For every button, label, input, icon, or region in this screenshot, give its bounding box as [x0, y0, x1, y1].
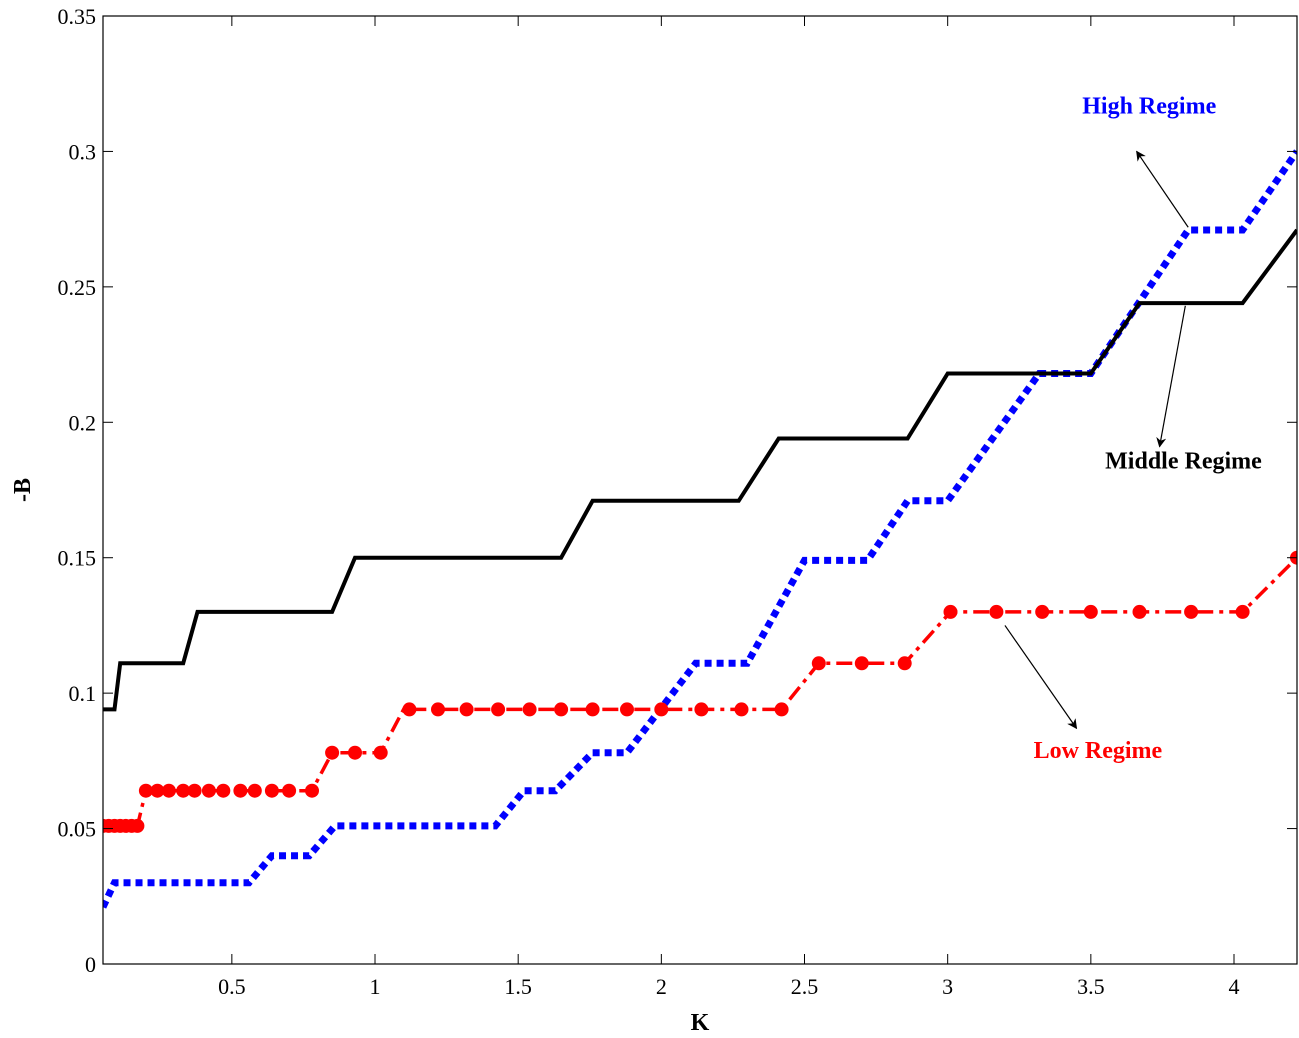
data-point-low-regime	[1235, 604, 1250, 619]
x-tick-label: 3.5	[1077, 974, 1105, 999]
data-point-low-regime	[373, 745, 388, 760]
x-tick-label: 3	[942, 974, 953, 999]
data-point-low-regime	[1035, 604, 1050, 619]
data-point-low-regime	[161, 783, 176, 798]
y-tick-label: 0.35	[58, 4, 97, 29]
y-tick-label: 0.2	[69, 410, 97, 435]
data-point-low-regime	[348, 745, 362, 760]
data-point-low-regime	[247, 783, 262, 798]
data-point-low-regime	[620, 702, 634, 717]
data-point-low-regime	[459, 702, 474, 717]
y-tick-label: 0.1	[69, 681, 97, 706]
data-point-low-regime	[325, 745, 340, 760]
annotation-label-low-regime: Low Regime	[1034, 738, 1163, 764]
y-tick-label: 0.3	[69, 139, 97, 164]
data-point-low-regime	[150, 783, 165, 798]
x-tick-label: 1.5	[504, 974, 532, 999]
x-tick-label: 1	[370, 974, 381, 999]
series-line-low-regime	[103, 556, 1297, 828]
data-point-low-regime	[130, 818, 145, 833]
y-tick-label: 0.25	[58, 275, 97, 300]
data-point-low-regime	[897, 656, 912, 671]
data-point-low-regime	[176, 783, 191, 798]
x-tick-label: 4	[1229, 974, 1240, 999]
data-point-low-regime	[491, 702, 506, 717]
annotations-layer: High Regime Middle Regime Low Regime	[1004, 94, 1262, 764]
annotation-label-middle-regime: Middle Regime	[1105, 448, 1262, 474]
annotation-arrow-low-regime	[1004, 625, 1078, 730]
data-point-low-regime	[305, 783, 319, 798]
data-point-low-regime	[854, 656, 869, 671]
data-point-low-regime	[774, 702, 789, 717]
data-point-low-regime	[811, 656, 826, 671]
x-tick-label: 0.5	[218, 974, 246, 999]
data-point-low-regime	[734, 702, 749, 717]
data-point-low-regime	[201, 783, 216, 798]
plot-area-frame	[102, 15, 1298, 965]
data-point-low-regime	[187, 783, 202, 798]
axes-layer: 0.5 1 1.5 2 2.5 3 3.5 4 0 0.05 0.1 0.15 0.2 0.25 0.3 0.…	[58, 4, 1297, 999]
data-point-low-regime	[138, 783, 153, 798]
series-line-high-regime	[103, 149, 1297, 909]
data-point-low-regime	[431, 702, 445, 717]
annotation-label-high-regime: High Regime	[1082, 94, 1216, 120]
y-tick-label: 0	[85, 952, 96, 977]
data-point-low-regime	[654, 702, 669, 717]
x-axis-label: K	[691, 1010, 710, 1036]
data-point-low-regime	[554, 702, 569, 717]
data-point-low-regime	[694, 702, 709, 717]
data-point-low-regime	[943, 604, 958, 619]
data-point-low-regime	[216, 783, 231, 798]
series-layer	[103, 149, 1297, 909]
data-point-low-regime	[989, 604, 1004, 619]
y-tick-label: 0.05	[58, 817, 97, 842]
series-line-middle-regime	[103, 228, 1297, 712]
data-point-low-regime	[282, 783, 297, 798]
x-tick-label: 2	[656, 974, 667, 999]
annotation-arrow-high-regime	[1136, 150, 1189, 228]
data-point-low-regime	[402, 702, 417, 717]
y-tick-label: 0.15	[58, 546, 97, 571]
data-point-low-regime	[585, 702, 600, 717]
data-point-low-regime	[1184, 604, 1199, 619]
data-point-low-regime	[1083, 604, 1098, 619]
data-point-low-regime	[522, 702, 537, 717]
data-point-low-regime	[264, 783, 279, 798]
data-point-low-regime	[1132, 604, 1147, 619]
x-tick-label: 2.5	[791, 974, 819, 999]
annotation-arrow-middle-regime	[1156, 305, 1186, 448]
data-point-low-regime	[233, 783, 248, 798]
y-axis-label: -B	[10, 478, 36, 502]
